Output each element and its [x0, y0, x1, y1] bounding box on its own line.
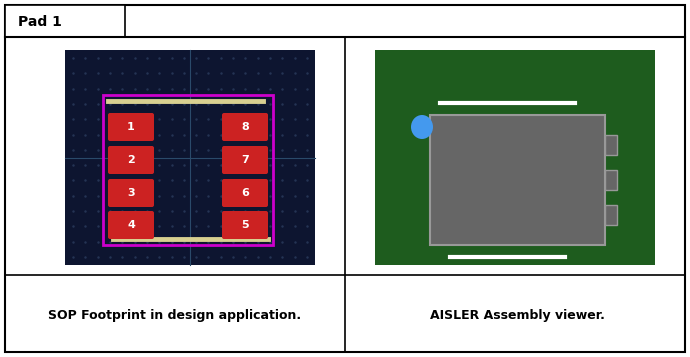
Text: 5: 5: [241, 220, 249, 230]
Bar: [605, 135, 617, 155]
Bar: [5, 5, 125, 37]
FancyBboxPatch shape: [222, 146, 268, 174]
Ellipse shape: [411, 115, 433, 139]
FancyBboxPatch shape: [108, 179, 154, 207]
Bar: [430, 115, 605, 245]
Text: 3: 3: [127, 188, 135, 198]
Bar: [605, 205, 617, 225]
Text: 4: 4: [127, 220, 135, 230]
FancyBboxPatch shape: [108, 146, 154, 174]
Text: AISLER Assembly viewer.: AISLER Assembly viewer.: [430, 308, 604, 322]
FancyBboxPatch shape: [108, 211, 154, 239]
Text: Pad 1: Pad 1: [18, 15, 62, 29]
FancyBboxPatch shape: [222, 113, 268, 141]
Bar: [103, 95, 273, 245]
Bar: [65, 50, 315, 265]
Bar: [605, 170, 617, 190]
Bar: [375, 50, 655, 265]
Text: 1: 1: [127, 122, 135, 132]
Text: SOP Footprint in design application.: SOP Footprint in design application.: [48, 308, 302, 322]
Text: 2: 2: [127, 155, 135, 165]
Text: 7: 7: [241, 155, 249, 165]
FancyBboxPatch shape: [222, 179, 268, 207]
Text: 6: 6: [241, 188, 249, 198]
Text: 8: 8: [241, 122, 249, 132]
FancyBboxPatch shape: [222, 211, 268, 239]
FancyBboxPatch shape: [108, 113, 154, 141]
